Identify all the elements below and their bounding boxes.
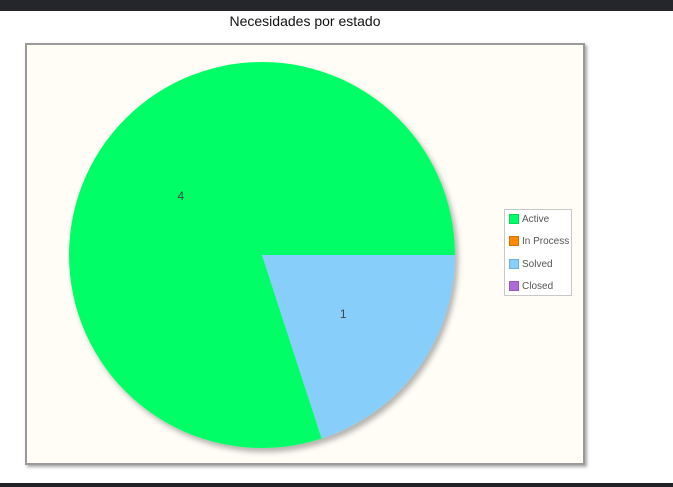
data-label-solved: 1 bbox=[340, 307, 347, 321]
data-label-active: 4 bbox=[177, 189, 184, 203]
legend-label-in-process: In Process bbox=[522, 235, 570, 247]
legend-label-solved: Solved bbox=[522, 258, 553, 270]
legend-swatch-active bbox=[509, 214, 519, 224]
legend-swatch-in-process bbox=[509, 236, 519, 246]
pie-slice-solved bbox=[262, 255, 455, 439]
legend-item-solved: Solved bbox=[509, 257, 573, 271]
chart-title: Necesidades por estado bbox=[229, 13, 381, 29]
legend-label-active: Active bbox=[522, 213, 550, 225]
pie-slice-active bbox=[69, 61, 455, 449]
pie-chart: 41 bbox=[69, 61, 455, 449]
legend-item-closed: Closed bbox=[509, 279, 573, 293]
bottom-bar bbox=[0, 483, 673, 487]
legend-swatch-closed bbox=[509, 281, 519, 291]
legend-item-active: Active bbox=[509, 212, 573, 226]
legend-item-in-process: In Process bbox=[509, 234, 573, 248]
legend-label-closed: Closed bbox=[522, 280, 554, 292]
chart-legend: Active In Process Solved Closed bbox=[504, 209, 572, 296]
top-bar bbox=[0, 0, 673, 11]
legend-swatch-solved bbox=[509, 259, 519, 269]
